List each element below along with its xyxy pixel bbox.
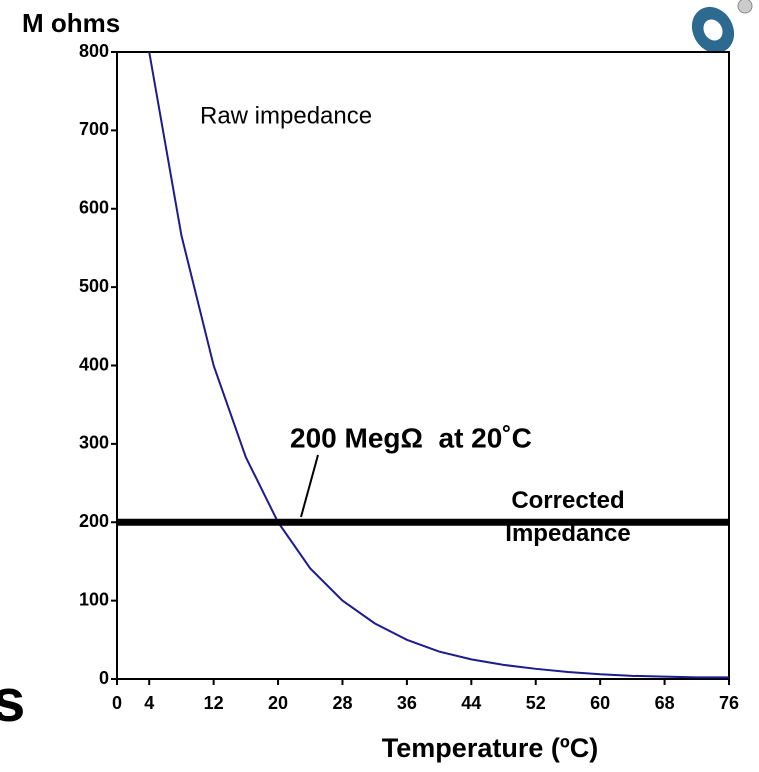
y-tick-label: 500 <box>79 276 109 296</box>
y-tick-label: 300 <box>79 433 109 453</box>
edge-text: s <box>0 667 25 734</box>
raw-curve <box>148 51 729 679</box>
y-tick-label: 800 <box>79 41 109 61</box>
x-tick-label: 0 <box>112 693 122 713</box>
x-tick-label: 60 <box>590 693 610 713</box>
y-tick-label: 0 <box>99 668 109 688</box>
y-tick-label: 200 <box>79 511 109 531</box>
annotation-pointer <box>300 454 319 518</box>
y-tick-label: 400 <box>79 354 109 374</box>
x-tick-label: 68 <box>655 693 675 713</box>
x-tick-label: 36 <box>397 693 417 713</box>
x-tick-label: 76 <box>719 693 739 713</box>
y-tick-label: 600 <box>79 198 109 218</box>
series-label: Raw impedance <box>200 102 372 129</box>
x-axis-title: Temperature (ºC) <box>382 733 598 763</box>
x-tick-label: 52 <box>526 693 546 713</box>
y-tick-label: 700 <box>79 119 109 139</box>
annotation: 200 MegΩ at 20˚C <box>290 422 532 453</box>
y-tick-label: 100 <box>79 589 109 609</box>
x-tick-label: 44 <box>461 693 481 713</box>
y-axis-title: M ohms <box>22 8 120 38</box>
x-tick-label: 4 <box>144 693 154 713</box>
x-tick-label: 12 <box>204 693 224 713</box>
plot-frame <box>116 51 730 680</box>
series-label: Corrected Impedance <box>505 487 631 547</box>
x-tick-label: 20 <box>268 693 288 713</box>
x-tick-label: 28 <box>332 693 352 713</box>
logo-icon <box>691 0 753 54</box>
